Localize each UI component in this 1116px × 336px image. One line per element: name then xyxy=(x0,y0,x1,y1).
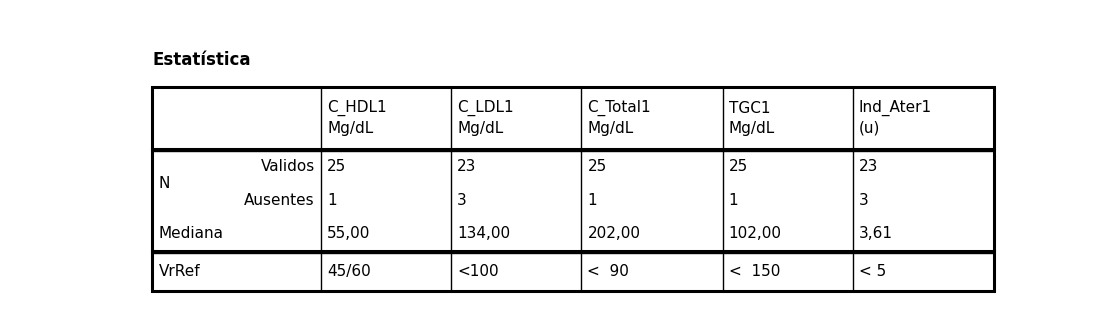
Text: Validos: Validos xyxy=(261,159,315,174)
Text: 134,00: 134,00 xyxy=(458,225,510,241)
Text: 102,00: 102,00 xyxy=(729,225,781,241)
Text: 1: 1 xyxy=(327,193,337,208)
Text: TGC1: TGC1 xyxy=(729,100,770,116)
Text: C_LDL1: C_LDL1 xyxy=(458,100,513,116)
Text: 25: 25 xyxy=(729,159,748,174)
Text: 25: 25 xyxy=(327,159,346,174)
Text: < 5: < 5 xyxy=(859,264,886,279)
Text: Ausentes: Ausentes xyxy=(244,193,315,208)
Text: 3,61: 3,61 xyxy=(859,225,893,241)
Text: 1: 1 xyxy=(729,193,739,208)
Text: Mg/dL: Mg/dL xyxy=(458,121,503,135)
Text: <  150: < 150 xyxy=(729,264,780,279)
Text: 25: 25 xyxy=(587,159,607,174)
Text: Mg/dL: Mg/dL xyxy=(327,121,373,135)
Text: C_HDL1: C_HDL1 xyxy=(327,100,386,116)
Text: Mg/dL: Mg/dL xyxy=(729,121,775,135)
Text: Ind_Ater1: Ind_Ater1 xyxy=(859,100,932,116)
Text: 202,00: 202,00 xyxy=(587,225,641,241)
Text: Mg/dL: Mg/dL xyxy=(587,121,634,135)
Text: 23: 23 xyxy=(458,159,477,174)
Text: <  90: < 90 xyxy=(587,264,629,279)
Text: 3: 3 xyxy=(458,193,466,208)
Bar xyxy=(153,87,994,291)
Text: VrRef: VrRef xyxy=(158,264,200,279)
Text: 1: 1 xyxy=(587,193,597,208)
Text: 23: 23 xyxy=(859,159,878,174)
Text: 3: 3 xyxy=(859,193,868,208)
Text: 45/60: 45/60 xyxy=(327,264,371,279)
Text: 55,00: 55,00 xyxy=(327,225,371,241)
Text: (u): (u) xyxy=(859,121,881,135)
Text: N: N xyxy=(158,176,170,191)
Text: C_Total1: C_Total1 xyxy=(587,100,651,116)
Text: <100: <100 xyxy=(458,264,499,279)
Text: Estatística: Estatística xyxy=(153,51,251,69)
Text: Mediana: Mediana xyxy=(158,225,223,241)
